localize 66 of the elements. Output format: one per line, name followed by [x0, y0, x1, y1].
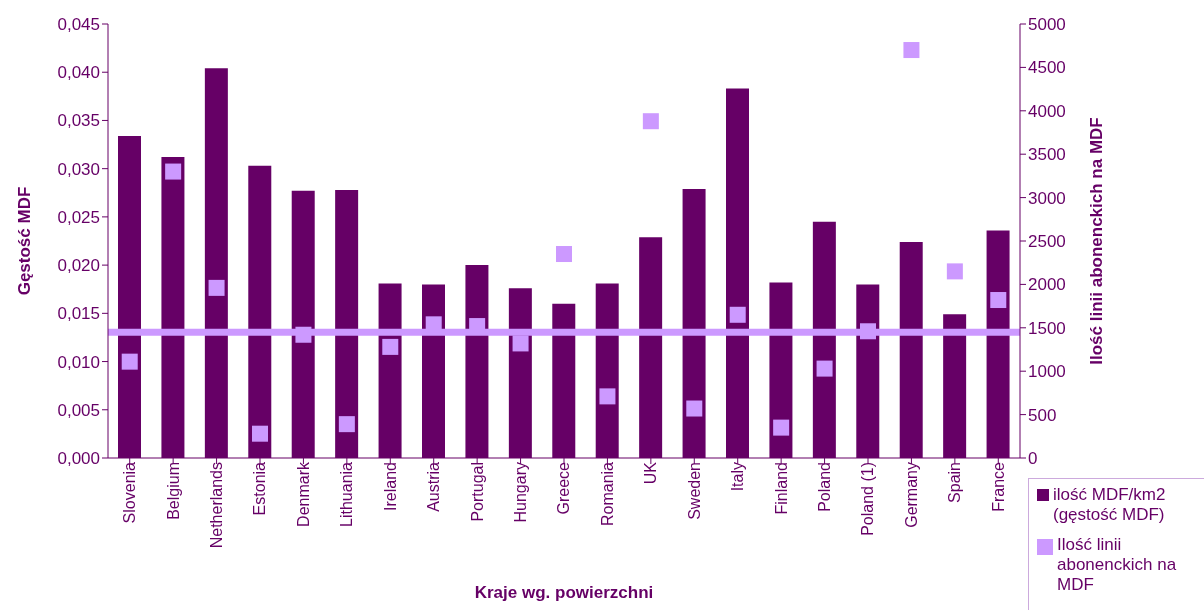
point: [165, 163, 182, 180]
point: [208, 279, 225, 296]
y2-tick-label: 0: [1028, 449, 1038, 469]
point: [382, 338, 399, 355]
x-axis-title: Kraje wg. powierzchni: [474, 583, 654, 602]
y-tick-label: 0,040: [57, 63, 100, 83]
point: [860, 323, 876, 340]
point: [903, 42, 920, 59]
x-tick-label: Spain: [946, 462, 964, 503]
point: [642, 113, 659, 130]
x-tick-label: Poland: [815, 462, 833, 512]
x-tick-label: Finland: [772, 462, 790, 515]
y2-tick-label: 500: [1028, 405, 1057, 425]
point: [686, 400, 703, 417]
point: [773, 419, 790, 436]
point: [946, 263, 963, 280]
point: [338, 416, 355, 433]
point: [729, 306, 746, 323]
y2-tick-label: 2500: [1028, 232, 1066, 252]
x-tick-label: Germany: [902, 462, 920, 528]
y-tick-label: 0,005: [57, 400, 100, 420]
x-tick-label: UK: [642, 461, 660, 485]
x-tick-label: Slovenia: [121, 461, 139, 524]
y2-tick-label: 4000: [1028, 101, 1066, 121]
x-tick-label: Lithuania: [338, 461, 356, 527]
x-tick-label: Ireland: [381, 462, 399, 511]
y-tick-label: 0,025: [57, 207, 100, 227]
point: [295, 326, 312, 343]
y2-tick-label: 1000: [1028, 362, 1066, 382]
y-axis-title: Gęstość MDF: [15, 186, 35, 296]
y-tick-label: 0,010: [57, 352, 100, 372]
y-tick-label: 0,000: [57, 449, 100, 469]
y2-tick-label: 2000: [1028, 275, 1066, 295]
x-tick-label: Romania: [598, 461, 616, 527]
x-tick-label: Portugal: [468, 462, 486, 522]
x-tick-label: Belgium: [164, 462, 182, 520]
x-tick-label: Estonia: [251, 461, 269, 516]
y2-tick-label: 1500: [1028, 318, 1066, 338]
point: [512, 335, 529, 352]
y2-axis-title: Ilość linii abonenckich na MDF: [1087, 117, 1107, 365]
x-tick-label: Poland (1): [859, 462, 877, 536]
y-tick-label: 0,020: [57, 256, 100, 276]
x-tick-label: Italy: [729, 462, 747, 492]
x-tick-label: Greece: [555, 461, 573, 515]
legend-label: ilość MDF/km2 (gęstość MDF): [1053, 485, 1167, 525]
y-tick-label: 0,015: [57, 304, 100, 324]
point: [556, 246, 572, 263]
x-tick-label: Hungary: [511, 462, 529, 523]
y2-tick-label: 5000: [1028, 15, 1066, 35]
y2-tick-label: 4500: [1028, 58, 1066, 78]
x-tick-label: Denmark: [294, 461, 312, 527]
point: [252, 425, 268, 442]
x-tick-label: Netherlands: [207, 462, 225, 549]
y2-tick-label: 3000: [1028, 188, 1066, 208]
point: [121, 353, 138, 370]
legend-label: Ilość linii abonenckich na MDF: [1057, 535, 1178, 595]
x-tick-label: Sweden: [685, 462, 703, 520]
x-tick-label: France: [989, 461, 1007, 512]
point: [599, 388, 616, 405]
y-tick-label: 0,035: [57, 111, 100, 131]
y-tick-label: 0,030: [57, 159, 100, 179]
y2-tick-label: 3500: [1028, 145, 1066, 165]
point: [816, 360, 833, 377]
point: [990, 292, 1007, 309]
x-tick-label: Austria: [425, 461, 443, 512]
y-tick-label: 0,045: [57, 15, 100, 35]
